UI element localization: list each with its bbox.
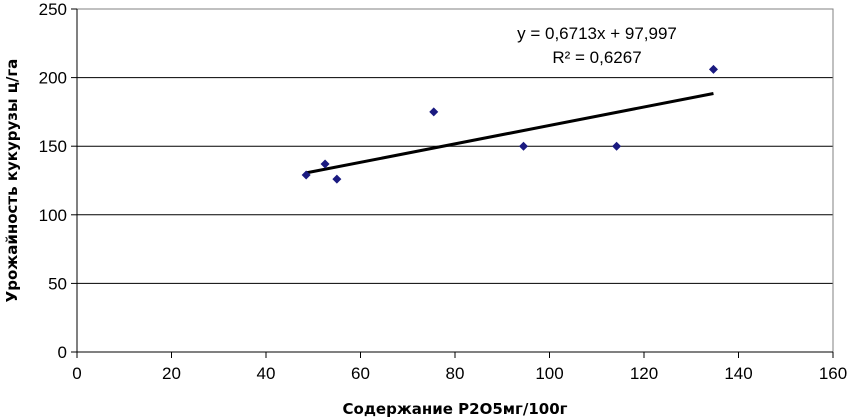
x-tick-label: 120 [630, 364, 658, 383]
y-tick-label: 100 [39, 206, 67, 225]
y-tick-label: 200 [39, 69, 67, 88]
x-tick-label: 100 [535, 364, 563, 383]
trendline-r-squared: R² = 0,6267 [552, 48, 641, 67]
data-points [301, 64, 718, 184]
y-tick-label: 50 [48, 274, 67, 293]
data-point [708, 64, 718, 74]
plot-area-frame [76, 8, 834, 353]
grid-lines [77, 8, 833, 284]
data-point [320, 159, 330, 169]
x-tick-label: 160 [819, 364, 847, 383]
x-tick-label: 140 [724, 364, 752, 383]
trendline-equation: y = 0,6713x + 97,997 [517, 24, 677, 43]
trendline [305, 92, 714, 175]
x-tick-label: 60 [351, 364, 370, 383]
x-tick-label: 0 [72, 364, 81, 383]
x-tick-label: 80 [446, 364, 465, 383]
data-point [519, 141, 529, 151]
data-point [612, 141, 622, 151]
x-tick-label: 20 [162, 364, 181, 383]
y-tick-label: 250 [39, 0, 67, 19]
y-tick-label: 150 [39, 137, 67, 156]
y-tick-label: 0 [58, 343, 67, 362]
y-axis-title: Урожайность кукурузы ц/га [3, 59, 21, 303]
data-point [301, 170, 311, 180]
x-tick-label: 40 [257, 364, 276, 383]
data-point [429, 107, 439, 117]
data-point [332, 174, 342, 184]
x-axis-title: Содержание Р2О5мг/100г [343, 400, 568, 418]
y-axis-ticks: 0 50 100 150 200 250 [39, 0, 77, 362]
x-axis-ticks: 0 20 40 60 80 100 120 140 160 [72, 352, 847, 383]
